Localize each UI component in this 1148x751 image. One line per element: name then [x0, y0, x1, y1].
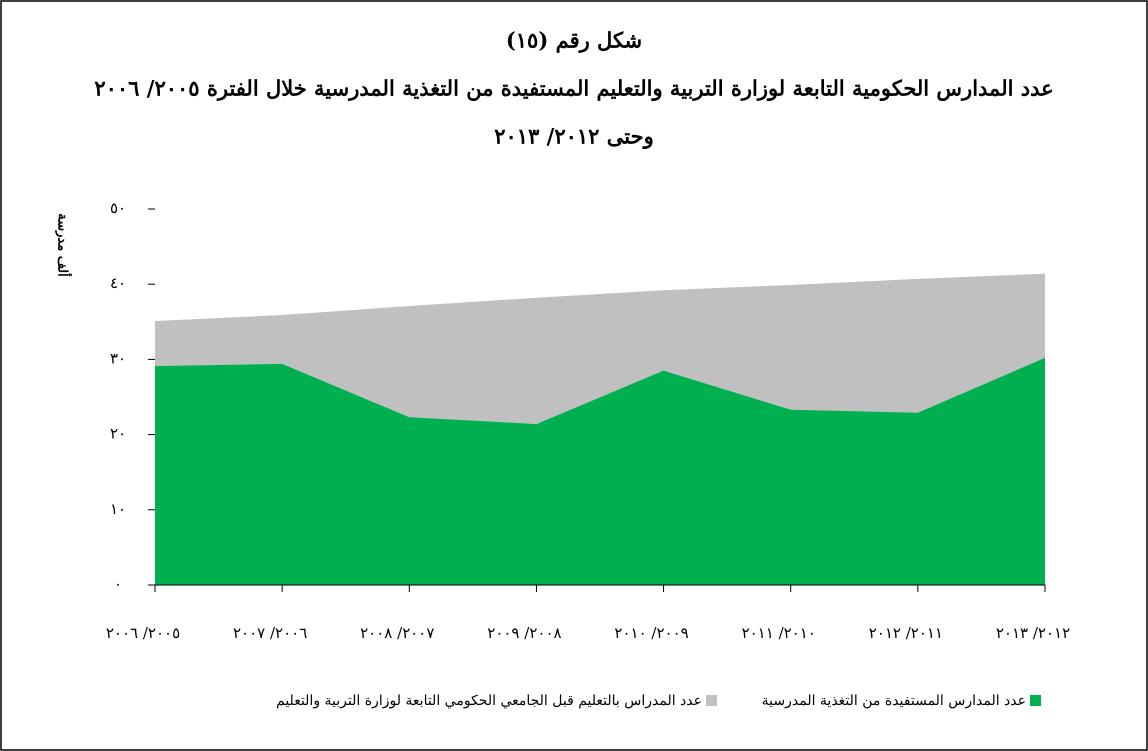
- chart-title: شكل رقم (١٥): [506, 28, 642, 54]
- x-tick-label: ٢٠١١/ ٢٠١٢: [869, 624, 943, 642]
- y-tick-label: ٣٠: [110, 349, 126, 367]
- y-tick-label: ٥٠: [110, 199, 126, 217]
- y-axis-label: ألف مدرسة: [55, 213, 72, 277]
- chart-subtitle: عدد المدارس الحكومية التابعة لوزارة التر…: [94, 76, 1053, 102]
- x-tick-label: ٢٠٠٥/ ٢٠٠٦: [106, 624, 180, 642]
- x-tick-label: ٢٠٠٨/ ٢٠٠٩: [487, 624, 561, 642]
- x-tick-label: ٢٠٠٩/ ٢٠١٠: [614, 624, 688, 642]
- x-tick-label: ٢٠٠٧/ ٢٠٠٨: [360, 624, 434, 642]
- legend-swatch: [706, 695, 717, 706]
- y-tick-label: ١٠: [110, 500, 126, 518]
- area: [155, 357, 1045, 585]
- x-tick-label: ٢٠٠٦/ ٢٠٠٧: [233, 624, 307, 642]
- y-tick-label: ٢٠: [110, 425, 126, 443]
- x-tick-label: ٢٠١٠/ ٢٠١١: [742, 624, 816, 642]
- y-tick-label: ٠: [114, 575, 122, 593]
- y-tick-label: ٤٠: [110, 274, 126, 292]
- x-tick-label: ٢٠١٢/ ٢٠١٣: [996, 624, 1070, 642]
- legend-label: عدد المدارس المستفيدة من التغذية المدرسي…: [762, 693, 1026, 709]
- chart-subtitle: وحتى ٢٠١٢/ ٢٠١٣: [494, 124, 654, 150]
- legend-swatch: [1030, 695, 1041, 706]
- legend-label: عدد المدراس بالتعليم قبل الجامعي الحكومي…: [276, 693, 702, 709]
